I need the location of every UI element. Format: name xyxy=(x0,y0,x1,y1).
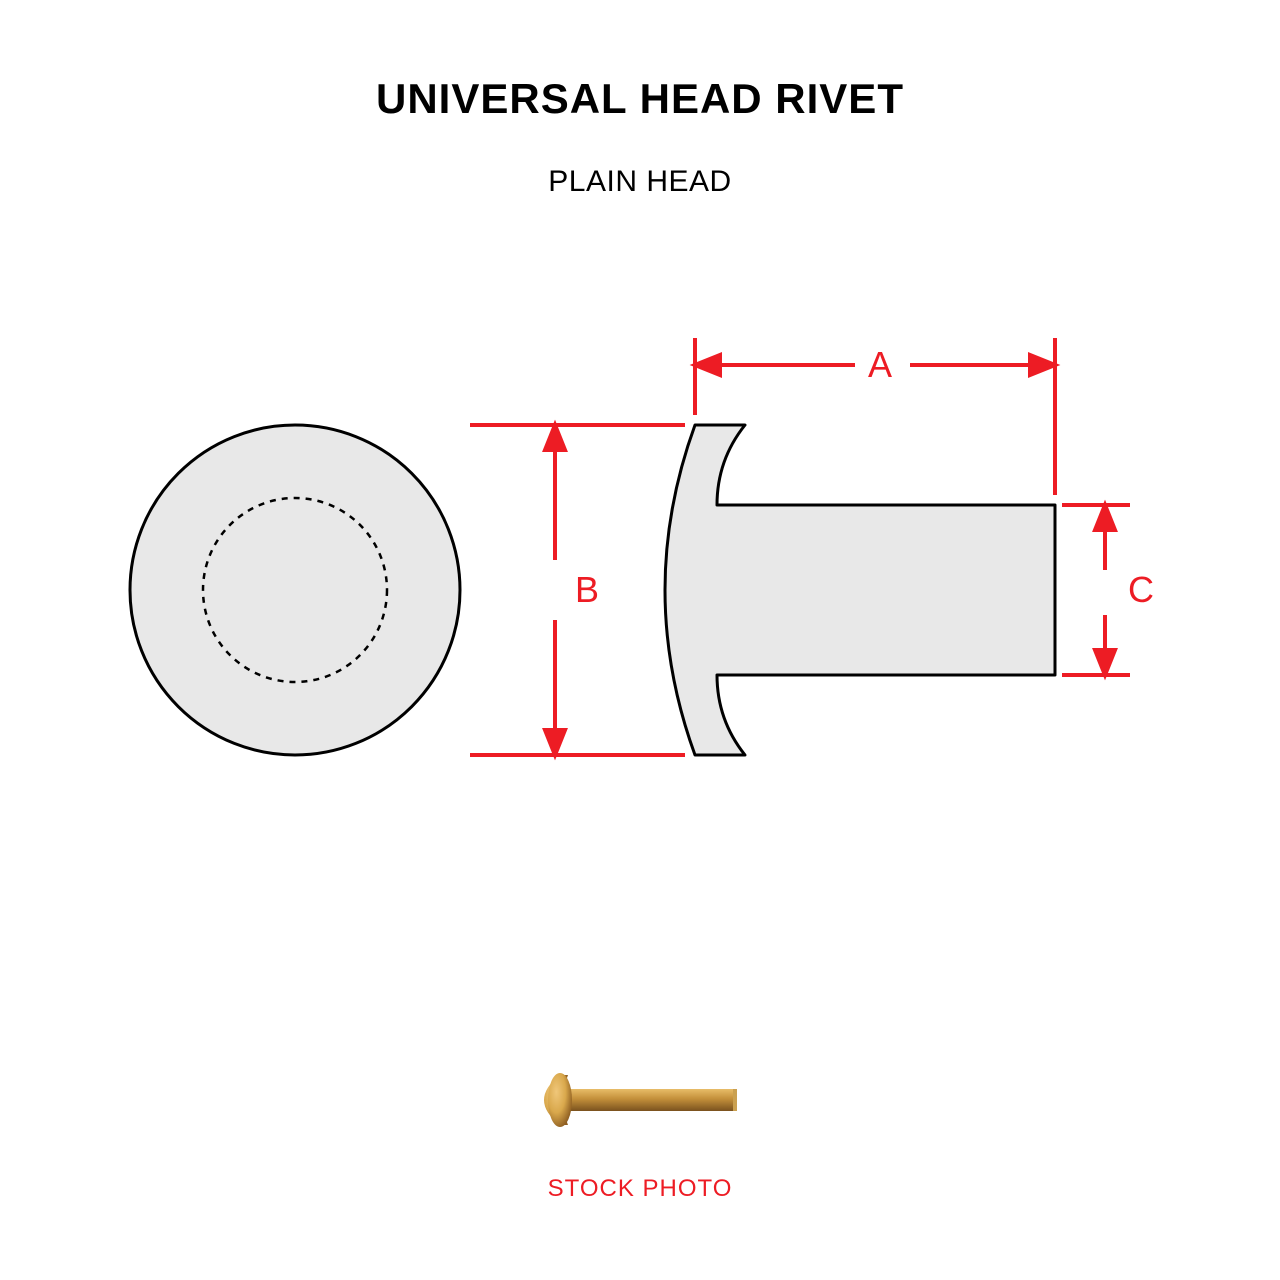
dimension-c xyxy=(1062,505,1130,675)
dimension-a-label: A xyxy=(868,344,892,385)
side-view xyxy=(665,425,1055,755)
dimension-b-label: B xyxy=(575,569,599,610)
stock-photo-rivet xyxy=(544,1073,737,1127)
dimension-c-label: C xyxy=(1128,569,1154,610)
rivet-diagram: B A C xyxy=(0,0,1280,1280)
top-view xyxy=(130,425,460,755)
